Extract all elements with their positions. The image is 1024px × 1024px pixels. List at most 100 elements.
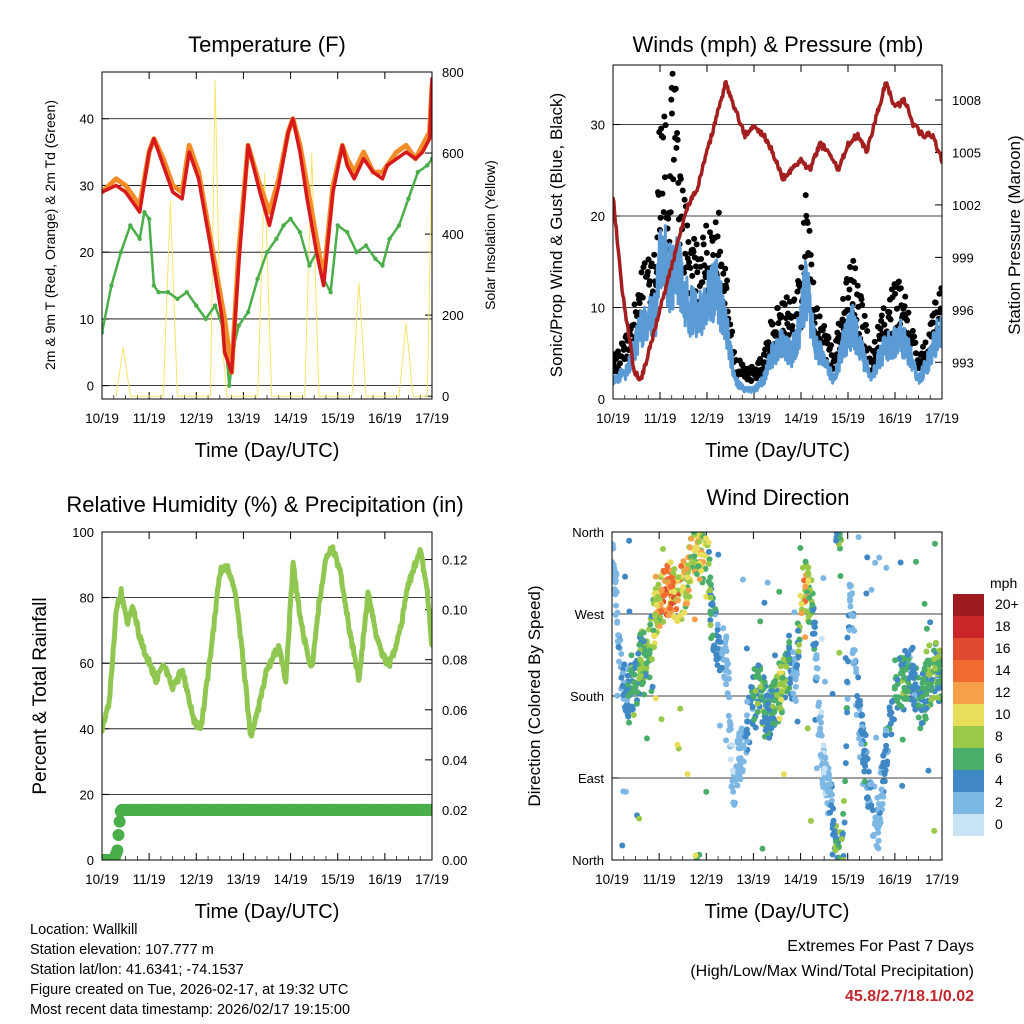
direction-point xyxy=(674,741,681,748)
extremes-subtitle: (High/Low/Max Wind/Total Precipitation) xyxy=(690,963,974,980)
direction-point xyxy=(883,727,890,734)
gust-point xyxy=(670,156,677,163)
direction-point xyxy=(698,568,705,575)
gust-point xyxy=(832,357,839,364)
y2-tick-label: 600 xyxy=(442,146,464,161)
y-tick-label: 0 xyxy=(87,853,94,868)
direction-point xyxy=(922,698,929,705)
direction-point xyxy=(715,638,722,645)
gust-point xyxy=(781,301,788,308)
direction-point xyxy=(909,696,916,703)
direction-point xyxy=(761,709,768,716)
direction-point xyxy=(706,556,713,563)
direction-point xyxy=(820,575,827,582)
direction-point xyxy=(734,782,741,789)
direction-point xyxy=(728,741,735,748)
dewpoint-point xyxy=(203,316,208,322)
direction-point xyxy=(675,597,681,604)
y2-tick-label: 0.08 xyxy=(442,653,467,668)
direction-point xyxy=(847,591,854,598)
direction-point xyxy=(714,662,721,669)
direction-point xyxy=(901,686,908,693)
direction-point xyxy=(900,655,907,662)
direction-point xyxy=(847,603,854,610)
dewpoint-point xyxy=(274,236,279,242)
direction-point xyxy=(777,663,784,670)
direction-point xyxy=(646,647,653,654)
direction-point xyxy=(837,572,844,579)
direction-point xyxy=(864,554,871,561)
direction-point xyxy=(780,771,787,778)
series-2m-temp xyxy=(102,76,432,375)
direction-point xyxy=(790,690,797,697)
direction-point xyxy=(795,648,802,655)
direction-point xyxy=(649,683,656,690)
direction-point xyxy=(882,767,889,774)
direction-point xyxy=(762,727,769,734)
chart-panel-3: Relative Humidity (%) & Precipitation (i… xyxy=(30,492,467,923)
direction-point xyxy=(853,711,860,718)
direction-point xyxy=(754,700,761,707)
direction-point xyxy=(670,579,677,586)
direction-point xyxy=(743,712,750,719)
dewpoint-point xyxy=(387,236,392,242)
gust-point xyxy=(674,136,681,143)
direction-point xyxy=(615,643,622,650)
gust-point xyxy=(748,377,755,384)
direction-point xyxy=(670,613,677,620)
direction-point xyxy=(668,574,675,581)
gust-point xyxy=(694,269,701,276)
gust-point xyxy=(699,279,706,286)
gust-point xyxy=(937,305,942,312)
direction-point xyxy=(865,768,872,775)
gust-point xyxy=(852,265,859,272)
direction-point xyxy=(805,618,812,625)
gust-point xyxy=(665,215,672,222)
direction-point xyxy=(796,641,803,648)
direction-point xyxy=(710,647,717,654)
direction-point xyxy=(801,577,808,584)
direction-point xyxy=(761,679,768,686)
direction-point xyxy=(633,700,640,707)
direction-point xyxy=(932,639,939,646)
direction-point xyxy=(921,600,928,607)
direction-point xyxy=(936,647,942,654)
direction-point xyxy=(680,558,687,565)
direction-point xyxy=(726,727,733,734)
gust-point xyxy=(936,290,942,297)
direction-point xyxy=(749,703,756,710)
direction-point xyxy=(709,632,716,639)
x-tick-label: 14/19 xyxy=(274,872,308,887)
direction-point xyxy=(702,535,709,542)
dewpoint-point xyxy=(328,290,333,295)
gust-point xyxy=(791,296,798,303)
direction-point xyxy=(725,712,732,719)
gust-point xyxy=(685,239,692,246)
direction-point xyxy=(861,778,868,785)
direction-point xyxy=(642,672,649,679)
gust-point xyxy=(724,277,731,284)
gust-point xyxy=(897,285,904,292)
station-latlon: Station lat/lon: 41.6341; -74.1537 xyxy=(30,962,244,978)
gust-point xyxy=(703,222,710,229)
direction-point xyxy=(757,618,764,625)
y-axis-label: 2m & 9m T (Red, Orange) & 2m Td (Green) xyxy=(42,100,58,370)
direction-point xyxy=(714,626,721,633)
chart-title: Relative Humidity (%) & Precipitation (i… xyxy=(66,492,463,517)
colorbar-swatch xyxy=(953,748,984,770)
direction-point xyxy=(846,627,853,634)
direction-point xyxy=(828,802,835,809)
direction-point xyxy=(612,579,619,586)
direction-point xyxy=(771,697,778,704)
direction-point xyxy=(898,661,905,668)
direction-point xyxy=(637,631,644,638)
gust-point xyxy=(804,219,811,226)
gust-point xyxy=(850,257,857,264)
direction-point xyxy=(709,600,716,607)
direction-point xyxy=(842,778,849,785)
extremes-values: 45.8/2.7/18.1/0.02 xyxy=(845,988,974,1005)
direction-point xyxy=(842,760,849,767)
gust-point xyxy=(668,84,675,91)
y-tick-label: 80 xyxy=(80,591,94,606)
dewpoint-point xyxy=(146,216,152,222)
